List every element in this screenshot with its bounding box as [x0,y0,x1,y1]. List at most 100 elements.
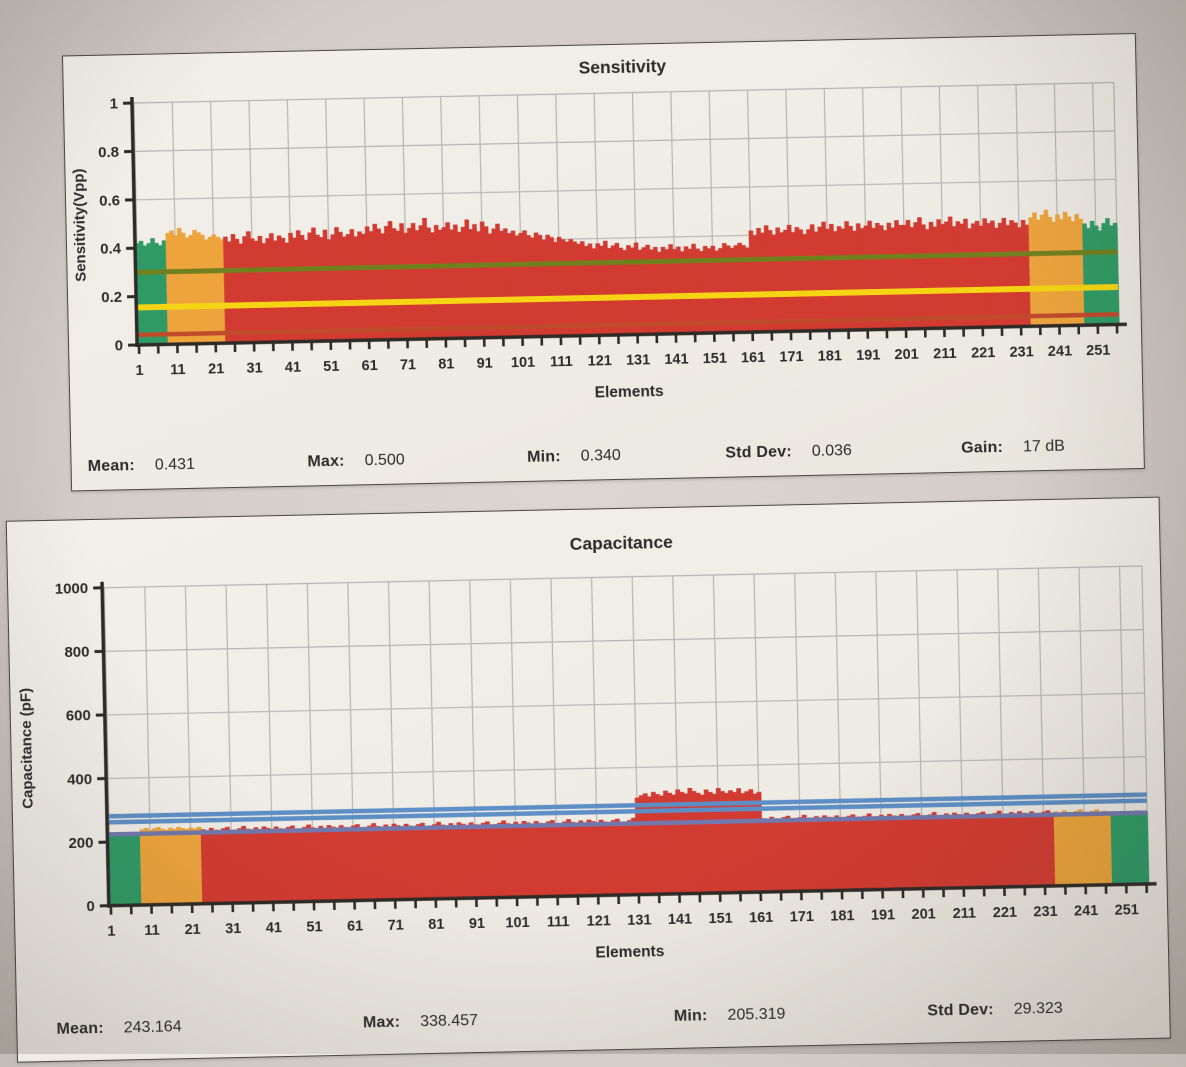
svg-text:31: 31 [246,360,262,376]
svg-text:171: 171 [790,909,815,926]
svg-text:201: 201 [894,347,919,364]
svg-text:221: 221 [993,905,1018,922]
svg-text:141: 141 [664,351,689,368]
svg-text:211: 211 [933,346,957,362]
svg-text:231: 231 [1009,344,1034,361]
stat-label: Max: [307,453,345,471]
svg-text:211: 211 [952,906,976,922]
svg-text:600: 600 [66,707,91,725]
stat-gain: Gain: 17 dB [961,438,1065,458]
svg-text:221: 221 [971,345,996,362]
svg-text:51: 51 [306,919,322,935]
svg-text:111: 111 [547,914,570,930]
svg-text:1: 1 [107,924,115,940]
svg-text:21: 21 [184,922,200,938]
svg-text:171: 171 [779,349,804,366]
svg-text:Sensitivity(Vpp): Sensitivity(Vpp) [70,168,89,282]
stat-mean: Mean: 0.431 [88,456,196,476]
svg-text:91: 91 [469,916,485,932]
stat-min: Min: 0.340 [527,447,621,467]
svg-text:61: 61 [361,358,377,374]
svg-text:91: 91 [476,356,492,372]
stat-value: 17 dB [1023,438,1065,456]
svg-text:1: 1 [110,95,119,112]
stat-value: 0.340 [581,447,621,465]
svg-text:Capacitance: Capacitance [570,532,674,554]
svg-text:200: 200 [68,834,93,852]
svg-text:161: 161 [741,350,766,367]
svg-text:81: 81 [438,356,454,372]
svg-text:11: 11 [170,362,186,378]
svg-text:Sensitivity: Sensitivity [578,56,666,78]
svg-text:21: 21 [208,361,224,377]
svg-text:Elements: Elements [595,943,664,961]
sensitivity-stats-row: Mean: 0.431 Max: 0.500 Min: 0.340 Std Dev: 0… [71,436,1143,488]
stat-label: Std Dev: [725,443,792,461]
svg-text:251: 251 [1086,343,1111,360]
stat-stddev: Std Dev: 0.036 [725,442,852,463]
stat-value: 29.323 [1014,1000,1063,1018]
stat-min: Min: 205.319 [674,1006,786,1026]
svg-text:201: 201 [911,906,936,923]
svg-text:191: 191 [856,347,881,364]
svg-text:0.6: 0.6 [99,192,120,209]
svg-text:181: 181 [818,348,843,365]
stat-label: Mean: [56,1020,104,1038]
svg-text:81: 81 [428,917,444,933]
svg-text:231: 231 [1033,904,1058,921]
svg-text:71: 71 [400,357,416,373]
svg-text:151: 151 [708,911,733,928]
svg-text:71: 71 [387,918,403,934]
svg-text:800: 800 [64,644,89,662]
stat-value: 205.319 [727,1006,785,1024]
svg-text:1: 1 [135,363,143,379]
svg-text:51: 51 [323,359,339,375]
svg-text:1000: 1000 [55,580,89,598]
svg-text:Capacitance (pF): Capacitance (pF) [17,688,37,809]
svg-text:111: 111 [550,354,573,370]
capacitance-stats-row: Mean: 243.164 Max: 338.457 Min: 205.319 Std… [17,998,1169,1052]
svg-text:151: 151 [703,351,728,368]
stat-label: Std Dev: [927,1001,994,1019]
svg-text:0.4: 0.4 [100,241,122,258]
svg-text:241: 241 [1048,343,1073,360]
svg-text:101: 101 [505,915,530,932]
stat-label: Min: [527,448,561,466]
svg-text:131: 131 [627,912,652,929]
svg-text:251: 251 [1115,902,1140,919]
svg-text:191: 191 [871,907,896,924]
svg-text:121: 121 [587,913,612,930]
stat-label: Mean: [88,457,136,475]
svg-text:41: 41 [285,360,301,376]
stat-max: Max: 338.457 [363,1012,478,1032]
stat-value: 0.036 [812,442,852,460]
svg-text:61: 61 [347,918,363,934]
stat-value: 0.431 [155,456,195,474]
stat-value: 0.500 [364,451,404,469]
stat-stddev: Std Dev: 29.323 [927,1000,1063,1021]
svg-text:131: 131 [626,352,651,369]
svg-text:241: 241 [1074,903,1099,920]
stat-label: Min: [674,1007,708,1025]
stat-label: Max: [363,1014,401,1032]
svg-text:11: 11 [144,923,160,939]
stat-label: Gain: [961,439,1003,457]
svg-text:141: 141 [668,912,693,929]
svg-text:0: 0 [86,898,95,915]
stat-value: 338.457 [420,1012,478,1030]
svg-text:0: 0 [115,337,124,354]
stat-value: 243.164 [124,1018,182,1036]
svg-text:161: 161 [749,910,774,927]
svg-text:121: 121 [587,353,612,370]
svg-text:Elements: Elements [595,383,664,401]
svg-text:181: 181 [830,908,855,925]
svg-text:41: 41 [266,920,282,936]
stat-max: Max: 0.500 [307,451,405,471]
svg-text:0.2: 0.2 [101,289,122,306]
